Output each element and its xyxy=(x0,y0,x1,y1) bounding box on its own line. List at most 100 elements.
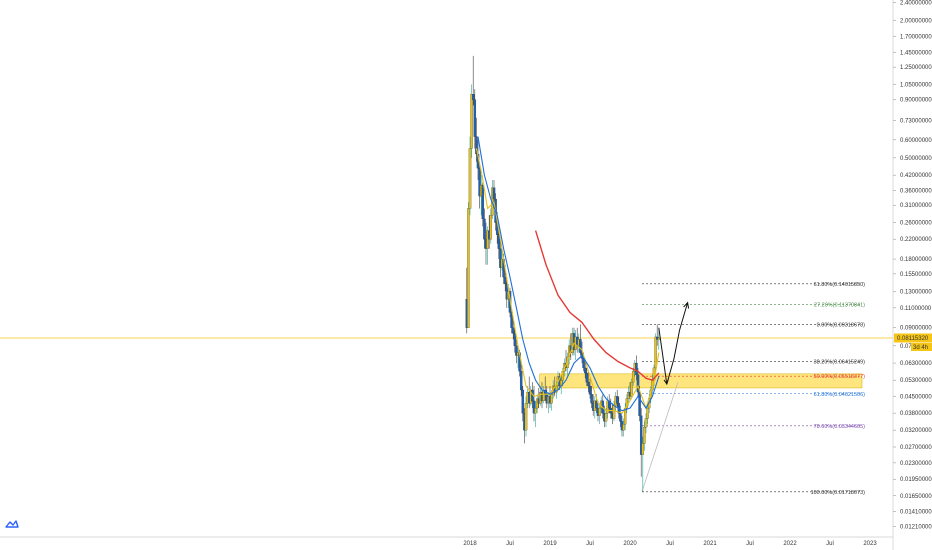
candle-body xyxy=(631,371,635,383)
candle-body xyxy=(598,407,601,416)
price-tick-label: 0.05300000 xyxy=(900,378,932,384)
candle-body xyxy=(497,234,501,249)
candles xyxy=(465,55,661,492)
price-tick-label: 0.73000000 xyxy=(900,118,932,124)
price-tick-label: 0.15500000 xyxy=(900,272,932,278)
candle-body xyxy=(532,400,536,414)
price-tick-label: 1.70000000 xyxy=(900,35,932,41)
candle-body xyxy=(519,371,523,391)
candle-body xyxy=(483,218,486,240)
price-tick-label: 0.04500000 xyxy=(900,394,932,400)
candle-body xyxy=(511,327,515,334)
support-zone-rect xyxy=(539,373,863,389)
candle-body xyxy=(585,372,589,383)
price-tick-label: 0.42000000 xyxy=(900,173,932,179)
current-price-label: 0.08115320 xyxy=(897,336,929,342)
time-tick-label: 2019 xyxy=(543,541,557,547)
projection-arrow xyxy=(658,301,690,386)
fib-level-label: 38.20%(0.06415249) xyxy=(814,359,866,365)
projection-bounce-arrowhead xyxy=(663,379,669,386)
candle-body xyxy=(657,337,661,340)
price-tick-label: 0.02300000 xyxy=(900,461,932,467)
candle-body xyxy=(646,407,649,419)
candle-body xyxy=(615,396,619,404)
candle-body xyxy=(612,405,616,419)
candle-body xyxy=(641,443,645,455)
candle-body xyxy=(473,99,477,137)
price-tick-label: 0.02700000 xyxy=(900,445,932,451)
ma-line-3 xyxy=(534,230,660,381)
price-tick-label: 1.05000000 xyxy=(900,82,932,88)
fibonacci-levels: 61.80%(0.14015850) 27.20%(0.11370841) 0.00… xyxy=(642,282,865,496)
price-tick-label: 0.09000000 xyxy=(900,326,932,332)
support-zone xyxy=(539,373,863,389)
candle-body xyxy=(542,389,545,402)
price-tick-label: 0.11000000 xyxy=(900,306,932,312)
candle-body xyxy=(467,208,470,328)
candle-body xyxy=(478,168,481,197)
candle-body xyxy=(604,413,608,422)
projection-arrow-path xyxy=(658,302,689,385)
projection-arrowhead xyxy=(683,301,690,309)
candle-body xyxy=(636,374,640,393)
candle-body xyxy=(635,362,638,375)
candle-body xyxy=(630,381,633,397)
fib-level-label: 61.80%(0.14015850) xyxy=(814,282,866,288)
current-price-badge xyxy=(894,333,932,343)
candle-body xyxy=(643,426,646,444)
fib-level-label: 61.80%(0.04621506) xyxy=(814,392,866,398)
time-tick-label: Jul xyxy=(666,541,674,547)
price-tick-label: 0.13000000 xyxy=(900,289,932,295)
candle-body xyxy=(481,184,485,220)
candle-body xyxy=(587,381,590,387)
price-tick-label: 0.31000000 xyxy=(900,203,932,209)
countdown-badge xyxy=(911,342,932,351)
candle-body xyxy=(619,413,622,422)
time-tick-label: Jul xyxy=(506,541,514,547)
candle-body xyxy=(521,389,525,414)
time-tick-label: 2020 xyxy=(623,541,637,547)
fib-level-label: 78.60%(0.03344605) xyxy=(814,424,866,430)
fib-level-label: 0.00%(0.09318678) xyxy=(817,322,865,328)
candle-body xyxy=(595,400,598,409)
price-tick-label: 0.26000000 xyxy=(900,221,932,227)
fib-level-label: 27.20%(0.11370841) xyxy=(814,303,865,309)
candle-body xyxy=(486,230,489,249)
price-tick-label: 0.36000000 xyxy=(900,188,932,194)
price-tick-label: 0.06300000 xyxy=(900,361,932,367)
price-tick-label: 0.50000000 xyxy=(900,156,932,162)
time-tick-label: 2023 xyxy=(863,541,877,547)
candle-body xyxy=(588,385,592,395)
price-tick-label: 0.90000000 xyxy=(900,98,932,104)
candle-body xyxy=(524,403,528,431)
price-tick-label: 2.40000000 xyxy=(900,1,932,7)
fib-level-label: 50.00%(0.05518377) xyxy=(814,374,866,380)
countdown-label: 3d 4h xyxy=(913,345,928,351)
trendline xyxy=(641,381,679,492)
candle-body xyxy=(503,277,507,285)
candle-body xyxy=(550,394,553,404)
price-tick-label: 0.03800000 xyxy=(900,411,932,417)
tradingview-cloud-icon[interactable] xyxy=(5,519,19,529)
ma-line-1 xyxy=(475,148,660,414)
price-tick-label: 0.60000000 xyxy=(900,138,932,144)
time-tick-label: Jul xyxy=(826,541,834,547)
price-tick-label: 1.45000000 xyxy=(900,50,932,56)
candle-body xyxy=(492,187,496,200)
candle-body xyxy=(639,415,643,455)
price-tick-label: 0.01410000 xyxy=(900,509,932,515)
time-tick-label: Jul xyxy=(746,541,754,547)
price-tick-label: 0.18000000 xyxy=(900,257,932,263)
candle-body xyxy=(579,339,582,353)
price-tick-label: 0.03200000 xyxy=(900,428,932,434)
candle-body xyxy=(489,215,493,240)
price-tick-label: 2.00000000 xyxy=(900,19,932,25)
candle-body xyxy=(471,94,475,100)
candle-body xyxy=(583,367,587,374)
price-tick-label: 0.01950000 xyxy=(900,477,932,483)
moving-averages xyxy=(475,136,660,414)
candle-body xyxy=(654,336,657,369)
time-tick-label: 2021 xyxy=(703,541,717,547)
